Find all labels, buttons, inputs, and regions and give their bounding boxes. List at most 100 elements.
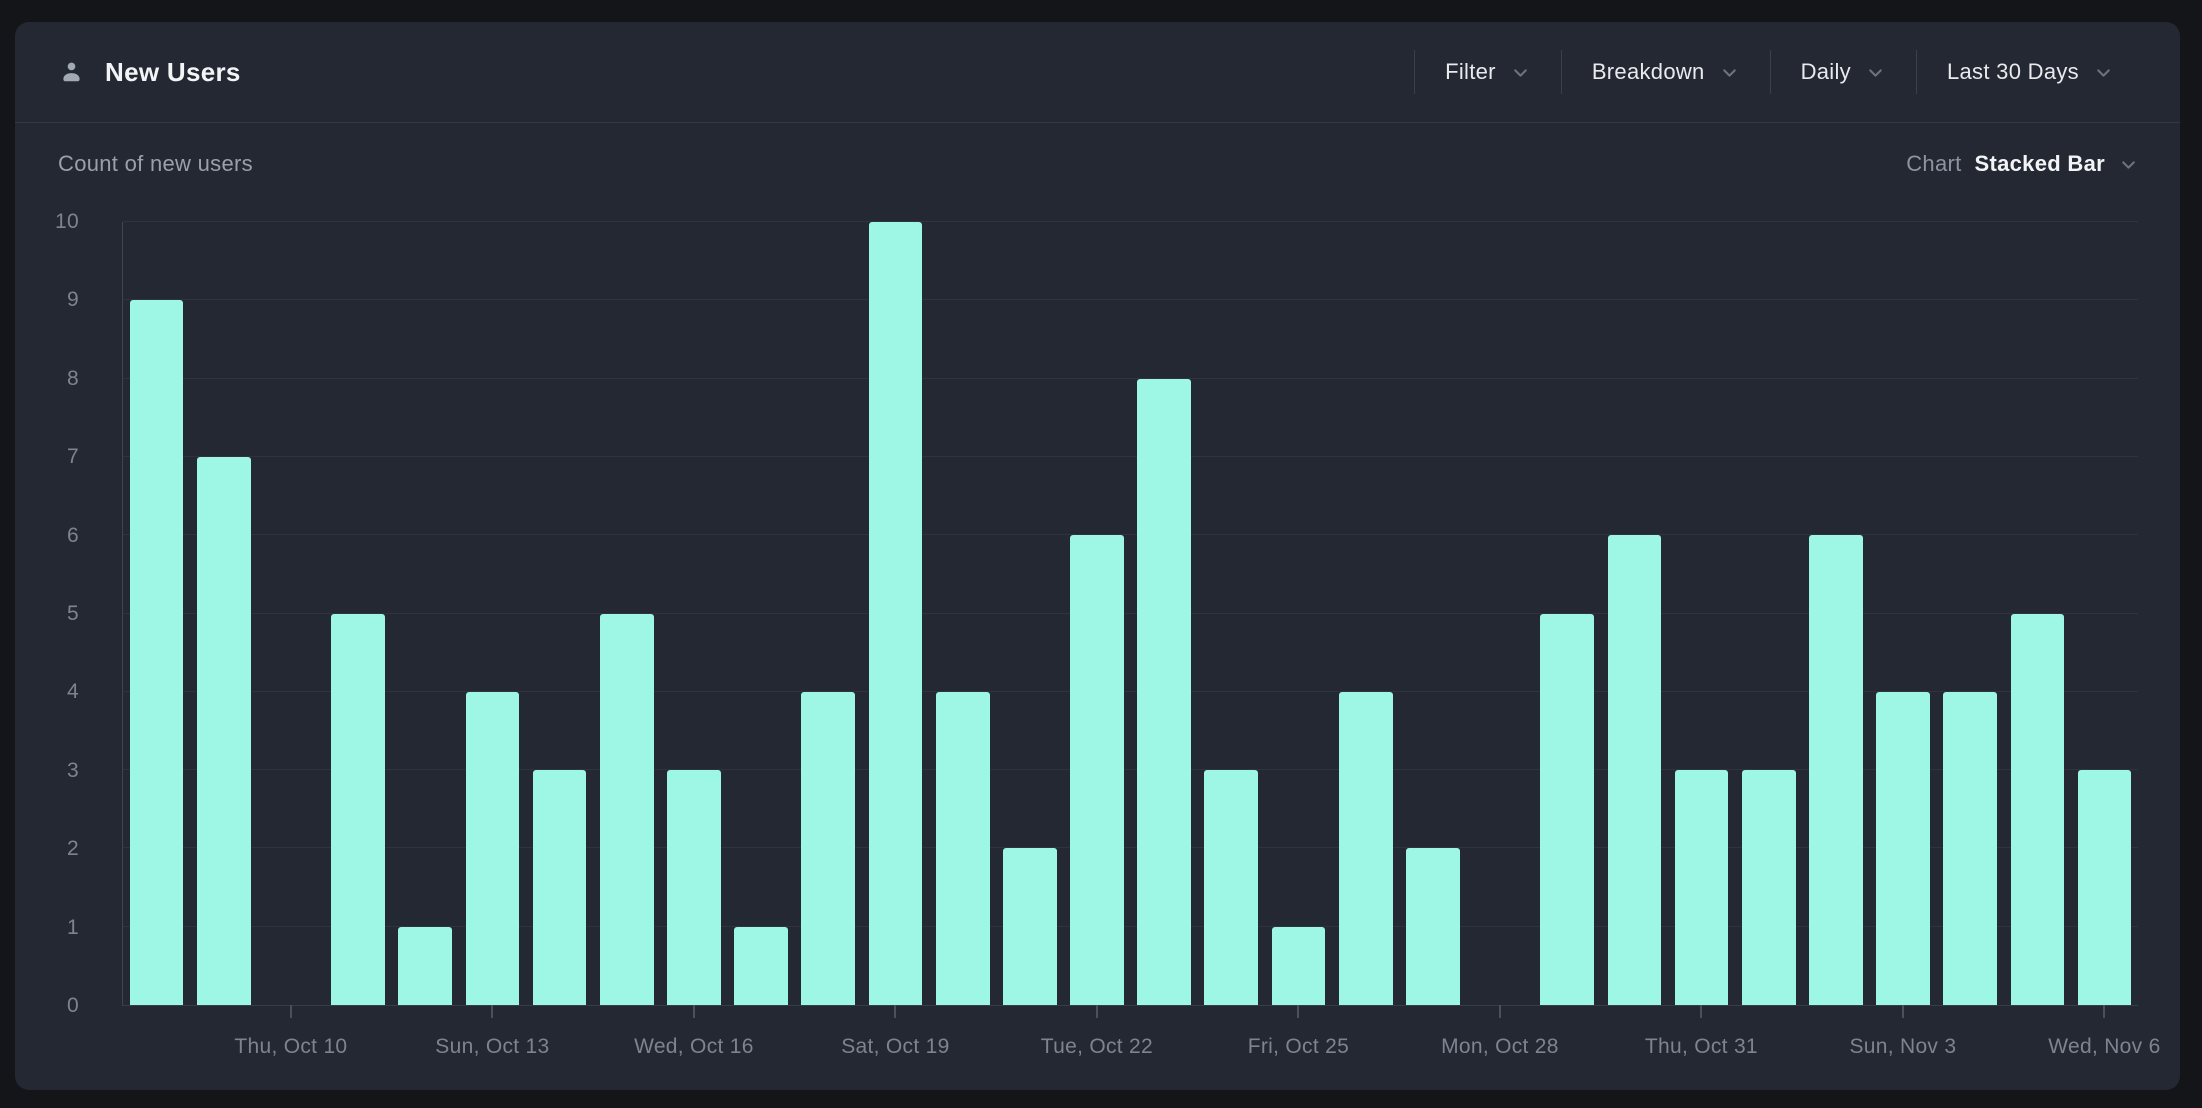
bar-slot	[1063, 222, 1130, 1005]
y-axis: 0 1 2 3 4 5 6 7 8 9 10	[15, 210, 93, 1017]
bar[interactable]	[196, 456, 251, 1005]
x-tick	[491, 1005, 494, 1018]
gridline	[123, 769, 2138, 771]
bar-slot	[459, 222, 526, 1005]
x-axis-label: Fri, Oct 25	[1247, 1035, 1350, 1058]
bar[interactable]	[1137, 378, 1192, 1005]
daily-dropdown[interactable]: Daily	[1769, 50, 1916, 94]
x-tick	[289, 1005, 292, 1018]
bar[interactable]	[667, 770, 721, 1005]
bar[interactable]	[2077, 770, 2132, 1005]
bar[interactable]	[1338, 691, 1393, 1005]
bar-slot	[123, 222, 190, 1005]
chart-type-select-label: Chart	[1906, 151, 1962, 176]
bar[interactable]	[1271, 926, 1326, 1005]
chevron-down-icon	[2097, 68, 2110, 77]
bar-slot	[325, 222, 392, 1005]
bar-slot	[795, 222, 862, 1005]
bar[interactable]	[1002, 848, 1057, 1005]
bar-slot	[1265, 222, 1332, 1005]
x-tick	[1901, 1005, 1904, 1018]
new-users-card: New Users Filter Breakdown Daily Last 30 Da…	[15, 22, 2180, 1090]
gridline	[123, 455, 2138, 457]
user-icon	[63, 62, 80, 81]
header-controls: Filter Breakdown Daily Last 30 Days	[1414, 50, 2144, 94]
bar[interactable]	[599, 613, 654, 1005]
bar[interactable]	[465, 691, 520, 1005]
chart-type-select[interactable]: Chart Stacked Bar	[1906, 151, 2139, 177]
bar[interactable]	[868, 222, 923, 1005]
header-left: New Users	[58, 57, 241, 88]
bar-slot	[1937, 222, 2004, 1005]
bar-slot	[526, 222, 593, 1005]
bar-slot	[1534, 222, 1601, 1005]
x-tick	[1297, 1005, 1300, 1018]
bar[interactable]	[1070, 535, 1124, 1005]
daily-dropdown-label: Daily	[1800, 59, 1851, 84]
bar-slot	[929, 222, 996, 1005]
gridline	[123, 847, 2138, 849]
bar[interactable]	[1607, 535, 1662, 1005]
bar[interactable]	[1540, 613, 1595, 1005]
bar[interactable]	[129, 300, 184, 1005]
filter-dropdown-label: Filter	[1445, 59, 1496, 84]
chevron-down-icon	[1869, 68, 1882, 77]
gridline	[123, 925, 2138, 927]
x-axis-label: Sun, Oct 13	[435, 1035, 550, 1058]
last-30-days-dropdown[interactable]: Last 30 Days	[1915, 50, 2144, 94]
x-axis-label: Tue, Oct 22	[1040, 1035, 1154, 1058]
chevron-down-icon	[1514, 68, 1527, 77]
y-axis-label: 9	[67, 288, 79, 312]
bar[interactable]	[1943, 691, 1998, 1005]
bar-slot	[190, 222, 257, 1005]
gridline	[123, 377, 2138, 379]
breakdown-dropdown[interactable]: Breakdown	[1560, 50, 1770, 94]
bar[interactable]	[1741, 770, 1796, 1005]
x-tick	[2103, 1005, 2106, 1018]
bar[interactable]	[1674, 770, 1729, 1005]
x-axis-label: Sun, Nov 3	[1849, 1035, 1957, 1058]
bar-slot	[660, 222, 727, 1005]
x-axis-label: Thu, Oct 31	[1644, 1035, 1758, 1058]
bar-slot	[1668, 222, 1735, 1005]
bar-slot	[1131, 222, 1198, 1005]
bar[interactable]	[1204, 770, 1259, 1005]
bar[interactable]	[398, 926, 453, 1005]
bar-slot	[728, 222, 795, 1005]
x-tick	[1095, 1005, 1098, 1018]
bar-slot	[2071, 222, 2138, 1005]
bar[interactable]	[1405, 848, 1460, 1005]
y-axis-label: 3	[67, 758, 79, 782]
y-axis-label: 7	[67, 445, 79, 469]
bar-slot	[392, 222, 459, 1005]
x-axis-label: Thu, Oct 10	[234, 1035, 348, 1058]
chevron-down-icon	[1722, 68, 1736, 77]
y-axis-label: 6	[67, 523, 79, 547]
bar[interactable]	[935, 691, 990, 1005]
y-axis-label: 10	[55, 210, 79, 233]
gridline	[123, 534, 2138, 536]
page-title: New Users	[105, 56, 241, 87]
gridline	[123, 612, 2138, 614]
bar[interactable]	[801, 691, 856, 1005]
bar[interactable]	[1809, 535, 1863, 1005]
bar[interactable]	[331, 613, 385, 1005]
bar[interactable]	[1876, 691, 1930, 1005]
bar-slot	[257, 222, 324, 1005]
bar-slot	[1332, 222, 1399, 1005]
filter-dropdown[interactable]: Filter	[1414, 50, 1561, 94]
bar[interactable]	[734, 926, 788, 1005]
bar[interactable]	[2010, 613, 2065, 1005]
y-axis-label: 4	[67, 680, 79, 704]
x-tick	[1700, 1005, 1703, 1018]
bar[interactable]	[532, 770, 587, 1005]
metric-label: Count of new users	[58, 151, 253, 176]
bar-slot	[2004, 222, 2071, 1005]
x-tick	[1498, 1005, 1501, 1018]
y-axis-label: 8	[67, 366, 79, 390]
bar-slot	[1601, 222, 1668, 1005]
card-header: New Users Filter Breakdown Daily Last 30 Da…	[15, 22, 2180, 123]
x-axis-label: Mon, Oct 28	[1441, 1035, 1559, 1058]
x-axis-label: Wed, Nov 6	[2048, 1035, 2161, 1058]
bar-slot	[1466, 222, 1533, 1005]
